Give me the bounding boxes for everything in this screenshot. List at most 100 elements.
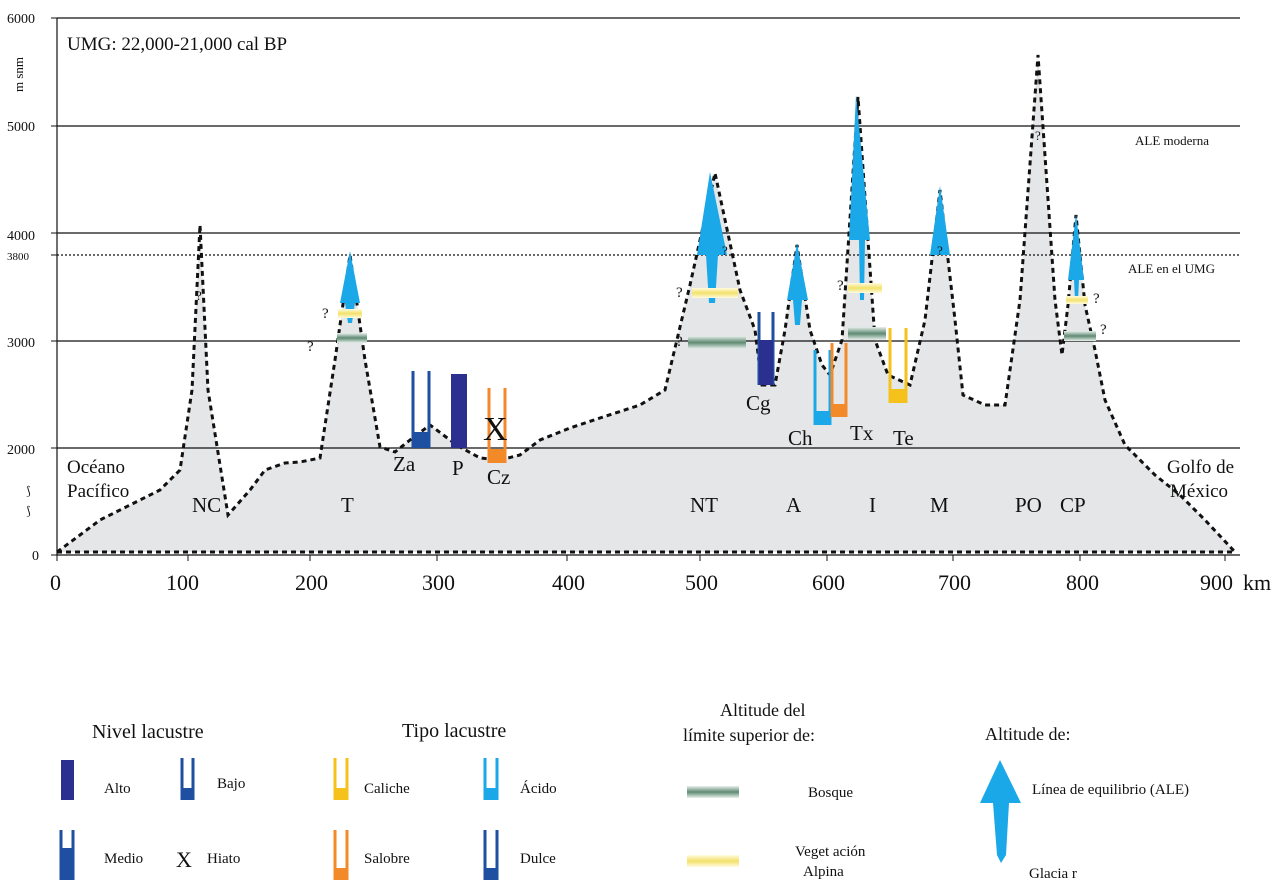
legend-caliche-label: Caliche: [364, 781, 410, 797]
question-m: ?: [937, 243, 943, 258]
glacier-i: [849, 95, 870, 300]
x-tick-400: 400: [552, 570, 585, 595]
terrain-profile: [57, 55, 1235, 552]
x-tick-600: 600: [812, 570, 845, 595]
question-cp-forest: ?: [1100, 322, 1107, 338]
legend-limits-title-1: Altitude del: [720, 700, 805, 720]
x-tick-900: 900: [1200, 570, 1233, 595]
y-tick-6000: 6000: [7, 12, 35, 27]
forest-i: [848, 327, 886, 340]
peak-cp: CP: [1060, 493, 1086, 517]
legend-high-swatch: [61, 760, 74, 800]
legend-fresh-label: Dulce: [520, 851, 556, 867]
glacier-t: [340, 251, 360, 323]
legend-level-title: Nivel lacustre: [92, 721, 204, 743]
lake-label-te: Te: [893, 426, 914, 450]
x-tick-300: 300: [422, 570, 455, 595]
y-tick-3000: 3000: [7, 336, 35, 351]
label-pacifico: Pacífico: [67, 481, 129, 502]
label-mexico: México: [1170, 481, 1228, 502]
lake-te: [888, 328, 908, 403]
legend-brackish-swatch: [333, 830, 349, 880]
legend-acid-label: Ácido: [520, 780, 557, 797]
question-nc: ?: [196, 288, 202, 303]
x-tick-700: 700: [938, 570, 971, 595]
x-tick-800: 800: [1066, 570, 1099, 595]
svg-text:⟆: ⟆: [26, 484, 31, 498]
lake-label-cz: Cz: [487, 465, 510, 489]
legend-alpine-label-2: Alpina: [803, 864, 844, 880]
legend-low-swatch: [180, 758, 195, 800]
question-po: ?: [1035, 128, 1041, 143]
legend-glacier-label: Glacia r: [1029, 866, 1077, 882]
legend-type-title: Tipo lacustre: [402, 720, 506, 742]
lake-za: [411, 371, 431, 448]
x-axis-unit: km: [1243, 570, 1271, 595]
legend-ela-arrow: [980, 760, 1021, 863]
lake-cz: [487, 388, 507, 463]
lake-label-p: P: [452, 456, 464, 480]
vegetation-limits: [337, 283, 1096, 349]
y-tick-0: 0: [32, 549, 39, 564]
alpine-i: [848, 283, 882, 293]
lake-label-tx: Tx: [850, 421, 874, 445]
x-tick-100: 100: [166, 570, 199, 595]
alpine-nt: [692, 288, 738, 298]
legend-limits-title-2: límite superior de:: [683, 725, 815, 745]
peak-a: A: [786, 493, 802, 517]
y-tick-5000: 5000: [7, 120, 35, 135]
y-axis-unit: m snm: [11, 57, 26, 92]
legend-ela-title: Altitude de:: [985, 724, 1070, 744]
peak-t: T: [341, 493, 354, 517]
legend-alpine-label-1: Veget ación: [795, 844, 866, 860]
question-t-forest: ?: [307, 339, 314, 355]
question-nt-ice: ?: [722, 243, 728, 258]
peak-nt: NT: [690, 493, 718, 517]
alpine-t: [338, 309, 362, 318]
lakes: [411, 312, 908, 463]
legend-hiatus-symbol: X: [176, 847, 192, 872]
peak-nc: NC: [192, 493, 221, 517]
chart-title: UMG: 22,000-21,000 cal BP: [67, 34, 287, 55]
terrain-outline: [56, 54, 1237, 554]
hiatus-marker-cz: X: [483, 411, 508, 448]
x-tick-0: 0: [50, 570, 61, 595]
y-tick-3800: 3800: [7, 251, 30, 263]
legend-forest-swatch: [687, 786, 739, 798]
alpine-cp: [1066, 296, 1088, 304]
glacier-nt: [697, 172, 727, 303]
legend-forest-label: Bosque: [808, 785, 853, 801]
y-tick-2000: 2000: [7, 443, 35, 458]
legend-high-label: Alto: [104, 781, 131, 797]
x-tick-200: 200: [295, 570, 328, 595]
forest-nt: [688, 336, 746, 349]
question-cp-alpine: ?: [1093, 291, 1100, 307]
legend-hiatus-label: Hiato: [207, 851, 240, 867]
legend-acid-swatch: [483, 758, 499, 800]
legend-medium-label: Medio: [104, 851, 143, 867]
legend-fresh-swatch: [483, 830, 499, 880]
label-golfo: Golfo de: [1167, 457, 1234, 478]
legend-low-label: Bajo: [217, 776, 245, 792]
glacier-cp: [1068, 214, 1084, 300]
forest-cp: [1064, 331, 1096, 341]
lake-cg: [757, 312, 775, 385]
question-nt-alpine: ?: [676, 285, 683, 301]
peak-po: PO: [1015, 493, 1042, 517]
svg-text:⟆: ⟆: [26, 504, 31, 518]
x-tick-500: 500: [685, 570, 718, 595]
glacier-m: [930, 186, 950, 255]
legend-alpine-swatch: [687, 855, 739, 867]
legend-ela-label: Línea de equilibrio (ALE): [1032, 782, 1189, 798]
lake-label-za: Za: [393, 452, 416, 476]
label-oceano: Océano: [67, 457, 125, 478]
glacier-a: [787, 243, 808, 325]
question-i-alpine: ?: [837, 278, 844, 294]
legend: Nivel lacustre Alto Bajo Medio X Hiato T…: [59, 700, 1189, 882]
glaciers: [340, 95, 1084, 325]
lake-label-cg: Cg: [746, 391, 771, 415]
lake-ch: [813, 350, 832, 425]
question-t-alpine: ?: [322, 306, 329, 322]
lake-p: [451, 374, 467, 448]
